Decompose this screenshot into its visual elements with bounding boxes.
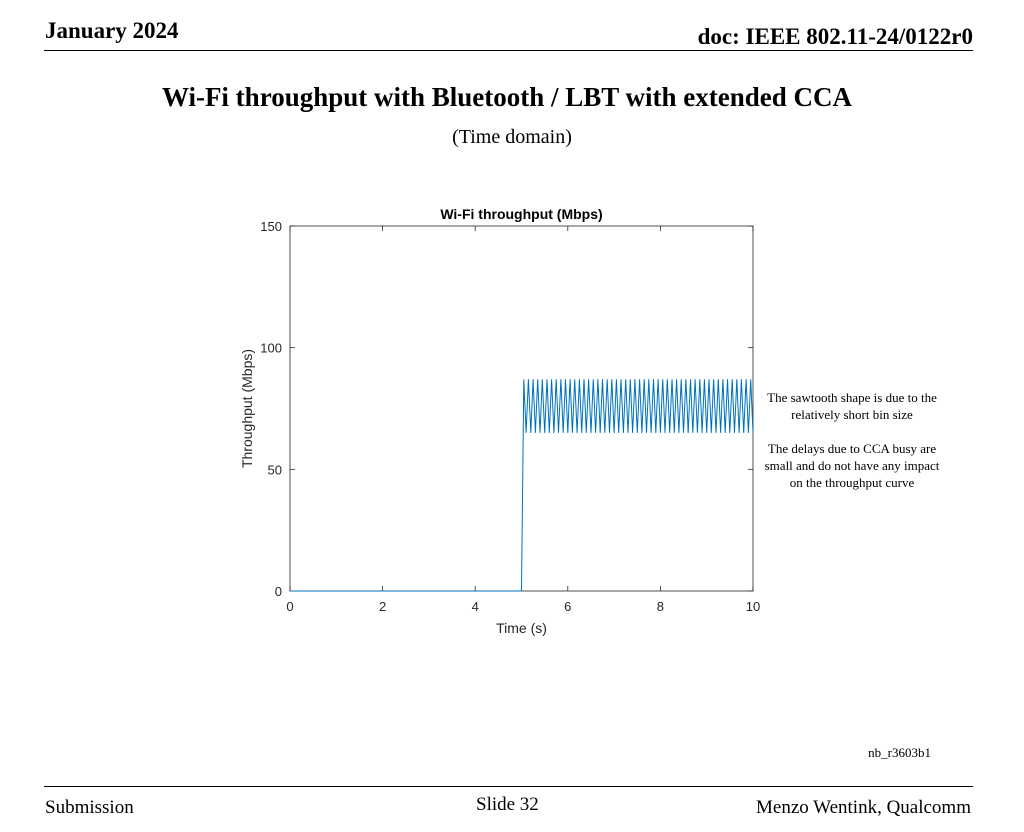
x-tick-label: 2 [379,599,386,614]
x-tick-label: 6 [564,599,571,614]
footer-submission: Submission [45,797,134,818]
y-tick-label: 50 [268,462,282,477]
x-tick-label: 8 [657,599,664,614]
footer-slide-number: Slide 32 [476,794,539,815]
footer-author: Menzo Wentink, Qualcomm [756,797,971,818]
throughput-series-line [290,379,754,592]
header-divider [44,50,973,51]
note-cca-delay: The delays due to CCA busy are small and… [764,441,940,490]
x-tick-label: 4 [472,599,479,614]
slide-title: Wi-Fi throughput with Bluetooth / LBT wi… [161,82,853,112]
chart-title: Wi-Fi throughput (Mbps) [440,206,602,222]
footer-divider [44,786,973,787]
x-axis-label: Time (s) [496,620,547,636]
run-code-label: nb_r3603b1 [868,745,931,760]
plot-area-frame [289,225,754,592]
header-doc-id: doc: IEEE 802.11-24/0122r0 [697,24,973,49]
y-axis-label: Throughput (Mbps) [239,349,255,468]
x-tick-label: 0 [286,599,293,614]
x-tick-label: 10 [746,599,760,614]
y-tick-label: 0 [275,584,282,599]
y-tick-label: 100 [260,341,282,356]
y-tick-label: 150 [260,219,282,234]
header-date: January 2024 [45,18,179,43]
note-sawtooth: The sawtooth shape is due to the relativ… [767,390,937,422]
slide-subtitle: (Time domain) [452,126,572,148]
